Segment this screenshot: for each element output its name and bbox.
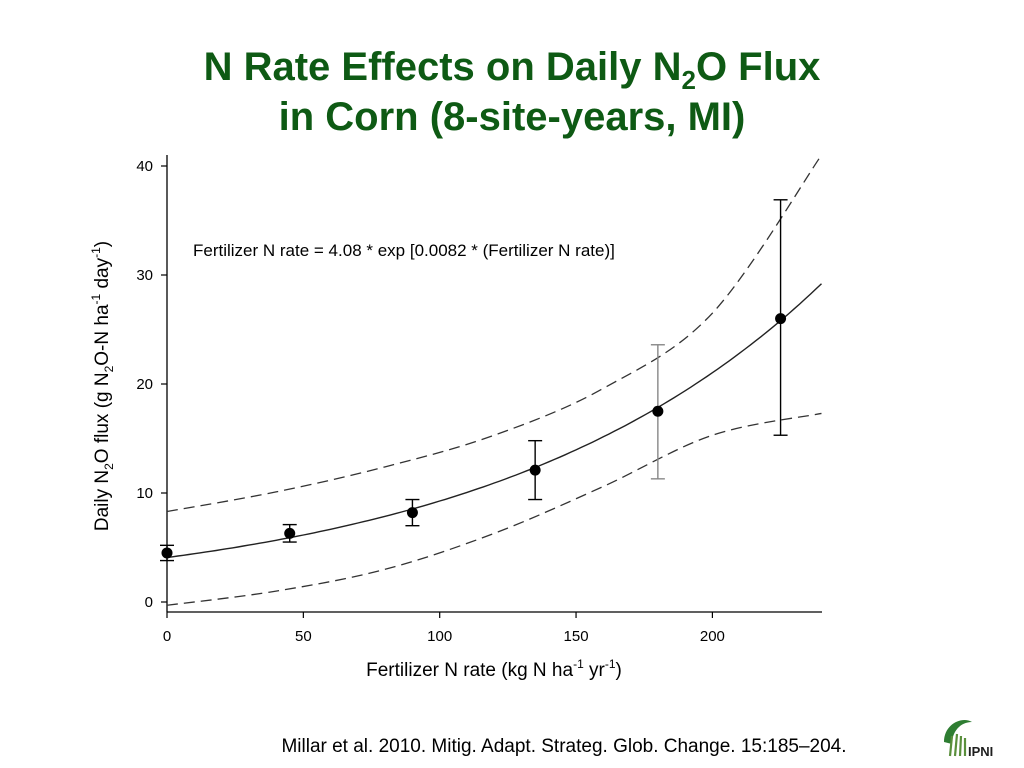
title-line-1: N Rate Effects on Daily N2O Flux: [0, 42, 1024, 95]
y-tick-label: 0: [145, 594, 153, 611]
y-tick-label: 30: [136, 267, 153, 284]
x-tick-label: 200: [700, 628, 725, 645]
title-line-2: in Corn (8-site-years, MI): [278, 95, 746, 139]
title-subscript: 2: [681, 65, 696, 95]
data-point: [406, 507, 418, 519]
x-tick-label: 100: [427, 628, 452, 645]
lower-confidence-band: [166, 412, 822, 606]
chart: 0 50 100 150 200 0 10 20 30 40 Fertilizer N rate …: [89, 154, 823, 681]
data-point: [161, 547, 173, 559]
x-tick-label: 50: [295, 628, 312, 645]
data-point: [284, 527, 296, 539]
data-point: [775, 313, 787, 325]
y-tick-label: 40: [136, 158, 153, 175]
data-point: [529, 464, 541, 476]
title-text-a: N Rate Effects on Daily N: [203, 45, 682, 89]
ipni-logo: IPNI: [944, 720, 993, 759]
y-tick-label: 10: [136, 485, 153, 502]
title-text-b: O Flux: [695, 45, 821, 89]
slide-title: N Rate Effects on Daily N2O Flux in Corn…: [0, 42, 1024, 142]
citation: Millar et al. 2010. Mitig. Adapt. Strate…: [281, 736, 847, 757]
y-tick-label: 20: [136, 376, 153, 393]
equation-label: Fertilizer N rate = 4.08 * exp [0.0082 *…: [193, 241, 615, 260]
logo-text: IPNI: [968, 744, 993, 759]
x-tick-label: 150: [564, 628, 589, 645]
x-axis-label: Fertilizer N rate (kg N ha-1 yr-1): [366, 657, 622, 681]
y-axis-label: Daily N2O flux (g N2O-N ha-1 day-1): [89, 241, 116, 531]
data-point: [652, 405, 664, 417]
x-tick-label: 0: [163, 628, 171, 645]
upper-confidence-band: [166, 154, 823, 513]
fit-curve: [166, 283, 822, 559]
